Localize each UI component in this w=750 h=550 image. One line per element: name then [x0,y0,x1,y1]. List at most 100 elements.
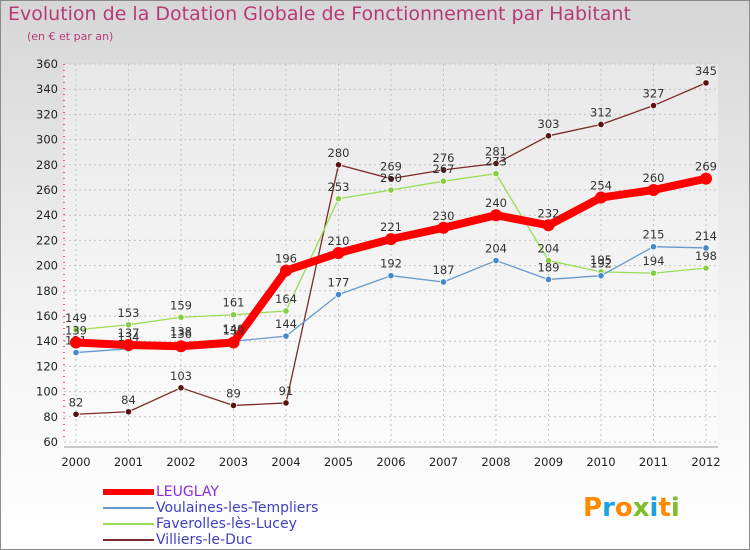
y-tick-label: 220 [36,233,58,247]
data-label: 204 [538,242,560,256]
data-label: 196 [275,252,297,266]
data-point [649,101,658,110]
data-point [544,256,553,265]
y-tick-label: 260 [36,183,58,197]
data-label: 192 [380,257,402,271]
data-point [72,410,80,418]
data-point [282,332,290,340]
data-point [334,195,343,203]
data-label: 269 [695,160,717,174]
data-point [175,340,187,353]
data-label: 153 [118,306,140,320]
data-label: 273 [485,155,507,169]
data-point [72,348,80,357]
data-point [387,272,395,280]
data-label: 149 [65,311,87,325]
x-tick-label: 2010 [586,455,615,469]
y-tick-label: 80 [43,410,58,424]
data-point [124,321,133,329]
data-label: 260 [643,171,665,185]
logo-letter: t [658,493,671,523]
data-label: 345 [695,64,717,78]
data-label: 139 [223,323,245,337]
data-label: 192 [590,257,612,271]
data-point [649,269,658,277]
data-point [70,336,82,349]
logo-letter: x [632,493,650,523]
y-tick-label: 300 [36,133,58,147]
data-label: 214 [695,229,717,243]
data-point [387,186,395,194]
x-tick-label: 2008 [481,455,510,469]
x-tick-label: 2000 [61,455,90,469]
data-label: 210 [328,234,350,248]
chart-subtitle: (en € et par an) [27,30,114,43]
x-tick-label: 2011 [639,455,668,469]
logo-letter: r [602,493,615,523]
legend-item-leuglay: LEUGLAY [103,484,403,500]
logo-letter: i [670,493,680,523]
data-point [544,132,553,140]
data-point [595,191,607,204]
legend-swatch [103,489,154,495]
data-point [649,243,658,251]
data-point [490,209,502,222]
y-tick-label: 180 [36,284,58,298]
data-point [177,313,185,321]
data-label: 276 [433,151,455,165]
x-tick-label: 2004 [271,455,300,469]
data-label: 194 [643,254,665,268]
data-label: 253 [328,180,350,194]
x-tick-label: 2007 [429,455,458,469]
data-label: 136 [170,327,192,341]
data-point [385,233,397,246]
x-tick-label: 2012 [691,455,720,469]
data-label: 144 [275,317,297,331]
x-tick-label: 2009 [534,455,563,469]
y-tick-label: 280 [36,158,58,172]
data-label: 139 [65,323,87,337]
x-tick-label: 2006 [376,455,405,469]
data-label: 195 [590,253,612,267]
data-point [387,175,395,183]
x-tick-label: 2001 [114,455,143,469]
data-label: 189 [538,260,560,274]
y-tick-label: 340 [36,82,58,96]
data-point [439,166,448,174]
data-label: 232 [538,206,560,220]
data-point [702,264,710,272]
chart-title: Evolution de la Dotation Globale de Fonc… [8,3,631,25]
data-label: 215 [643,228,665,242]
legend-item-villiers: Villiers-le-Duc [103,532,403,548]
data-point [122,338,135,351]
data-label: 177 [328,276,350,290]
logo-letter: P [583,493,603,523]
legend-swatch [103,507,154,509]
data-label: 204 [485,242,507,256]
data-point [229,401,238,410]
data-label: 103 [170,369,192,383]
logo-letter: i [649,493,659,523]
data-point [492,256,500,265]
data-point [439,278,448,286]
y-tick-label: 140 [36,334,58,348]
data-point [439,177,448,185]
data-point [700,172,712,185]
y-tick-label: 240 [36,208,58,222]
legend-label: Voulaines-les-Templiers [156,500,319,516]
data-label: 267 [433,162,455,176]
data-label: 161 [223,296,245,310]
data-point [334,290,343,299]
data-point [124,408,133,416]
data-label: 303 [538,117,560,131]
data-point [229,311,238,319]
data-label: 187 [433,263,455,277]
data-label: 84 [121,393,136,407]
data-label: 260 [380,171,402,185]
x-tick-label: 2002 [166,455,195,469]
y-tick-label: 160 [36,309,58,323]
data-label: 159 [170,298,192,312]
data-label: 82 [69,395,84,409]
